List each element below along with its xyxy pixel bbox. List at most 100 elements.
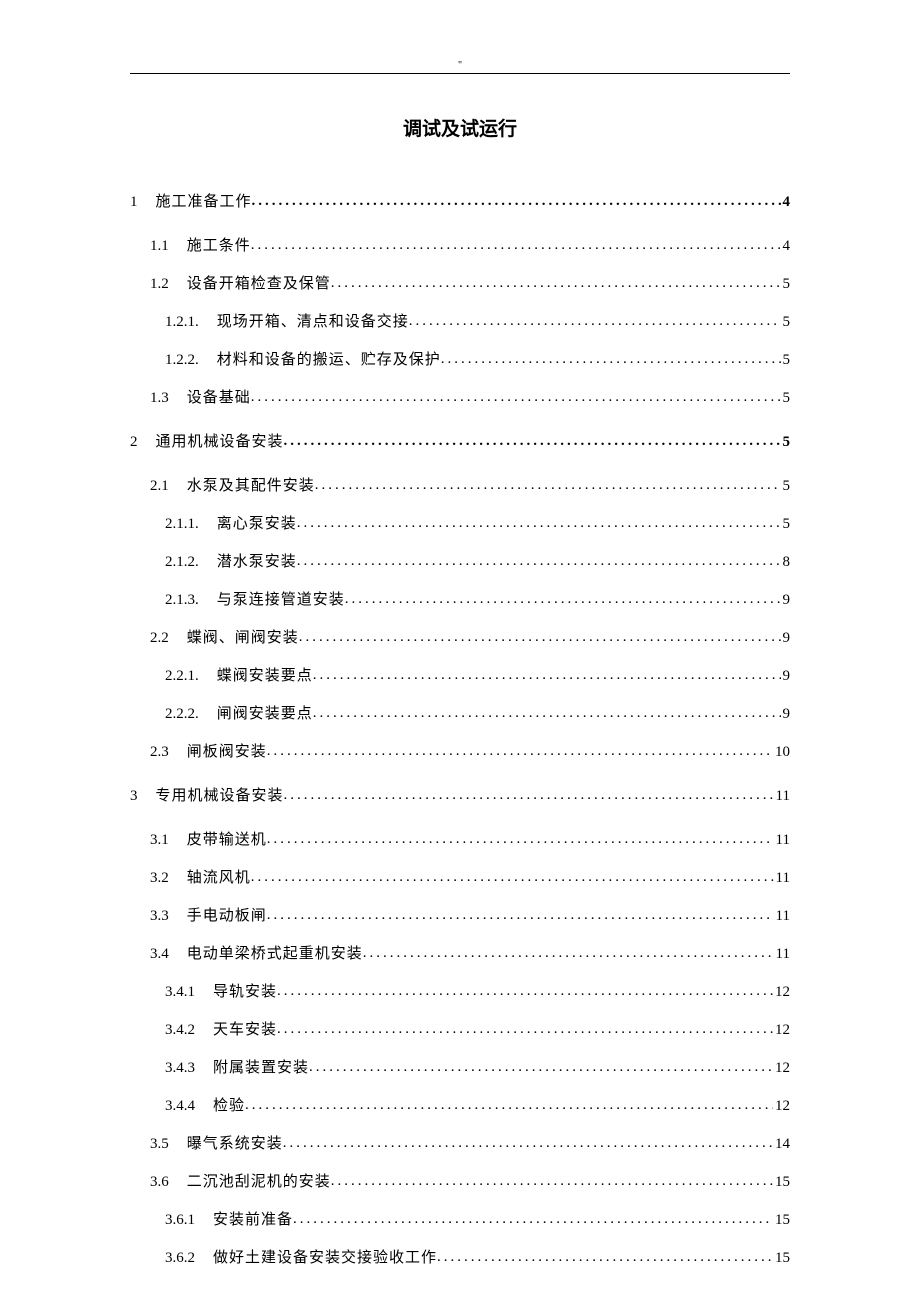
toc-entry: 3.4.1导轨安装12 <box>165 981 790 1003</box>
toc-leader-dots <box>331 1171 773 1186</box>
toc-leader-dots <box>363 943 774 958</box>
toc-text: 皮带输送机 <box>187 830 267 851</box>
toc-entry: 1.2.1.现场开箱、清点和设备交接5 <box>165 311 790 333</box>
toc-page-number: 11 <box>776 944 790 965</box>
toc-page-number: 5 <box>783 350 791 371</box>
toc-text: 二沉池刮泥机的安装 <box>187 1172 331 1193</box>
toc-page-number: 10 <box>775 742 790 763</box>
toc-number: 1.2.2. <box>165 350 199 371</box>
toc-leader-dots <box>267 829 774 844</box>
toc-page-number: 11 <box>776 868 790 889</box>
toc-entry: 1.3 设备基础 5 <box>150 387 790 409</box>
toc-entry: 3专用机械设备安装11 <box>130 785 790 807</box>
toc-leader-dots <box>345 589 781 604</box>
toc-page-number: 5 <box>783 388 791 409</box>
page-title: 调试及试运行 <box>130 114 790 141</box>
toc-leader-dots <box>297 513 781 528</box>
toc-entry: 3.1皮带输送机11 <box>150 829 790 851</box>
toc-number: 2.2.2. <box>165 704 199 725</box>
toc-number: 3.3 <box>150 906 169 927</box>
toc-number: 2.1.2. <box>165 552 199 573</box>
toc-entry: 3.6二沉池刮泥机的安装15 <box>150 1171 790 1193</box>
toc-text: 闸板阀安装 <box>187 742 267 763</box>
toc-text: 安装前准备 <box>213 1210 293 1231</box>
toc-leader-dots <box>409 311 781 326</box>
toc-text: 电动单梁桥式起重机安装 <box>187 944 363 965</box>
toc-text: 检验 <box>213 1096 245 1117</box>
toc-number: 3.5 <box>150 1134 169 1155</box>
toc-page-number: 5 <box>783 312 791 333</box>
toc-number: 3.4.2 <box>165 1020 195 1041</box>
toc-number: 2.2.1. <box>165 666 199 687</box>
toc-page-number: 15 <box>775 1248 790 1269</box>
toc-page-number: 11 <box>776 906 790 927</box>
toc-text: 设备开箱检查及保管 <box>187 274 331 295</box>
toc-page-number: 15 <box>775 1210 790 1231</box>
toc-text: 手电动板闸 <box>187 906 267 927</box>
toc-entry: 3.6.1 安装前准备 15 <box>165 1209 790 1231</box>
toc-number: 1.2.1. <box>165 312 199 333</box>
toc-entry: 2.2 蝶阀、闸阀安装 9 <box>150 627 790 649</box>
toc-entry: 3.4 电动单梁桥式起重机安装 11 <box>150 943 790 965</box>
header-mark: " <box>130 60 790 71</box>
toc-leader-dots <box>277 981 773 996</box>
toc-entry: 2.1水泵及其配件安装5 <box>150 475 790 497</box>
toc-number: 3 <box>130 786 138 807</box>
toc-page-number: 5 <box>783 274 791 295</box>
toc-leader-dots <box>267 905 774 920</box>
toc-number: 1.3 <box>150 388 169 409</box>
toc-page-number: 9 <box>783 590 791 611</box>
toc-leader-dots <box>251 387 781 402</box>
toc-text: 曝气系统安装 <box>187 1134 283 1155</box>
toc-leader-dots <box>252 191 781 206</box>
toc-text: 附属装置安装 <box>213 1058 309 1079</box>
toc-page-number: 11 <box>776 786 790 807</box>
toc-number: 3.4 <box>150 944 169 965</box>
toc-leader-dots <box>437 1247 773 1262</box>
toc-number: 3.4.1 <box>165 982 195 1003</box>
toc-leader-dots <box>245 1095 773 1110</box>
toc-text: 潜水泵安装 <box>217 552 297 573</box>
toc-entry: 2.2.1.蝶阀安装要点9 <box>165 665 790 687</box>
toc-leader-dots <box>284 431 781 446</box>
toc-number: 1 <box>130 192 138 213</box>
toc-number: 3.4.3 <box>165 1058 195 1079</box>
toc-entry: 1.2 设备开箱检查及保管 5 <box>150 273 790 295</box>
toc-entry: 3.5 曝气系统安装 14 <box>150 1133 790 1155</box>
toc-entry: 3.4.4 检验 12 <box>165 1095 790 1117</box>
toc-number: 3.4.4 <box>165 1096 195 1117</box>
toc-page-number: 4 <box>783 236 791 257</box>
toc-entry: 2.3闸板阀安装10 <box>150 741 790 763</box>
toc-number: 1.2 <box>150 274 169 295</box>
toc-number: 1.1 <box>150 236 169 257</box>
toc-entry: 3.2轴流风机11 <box>150 867 790 889</box>
toc-number: 3.6.1 <box>165 1210 195 1231</box>
toc-page-number: 14 <box>775 1134 790 1155</box>
toc-page-number: 12 <box>775 1096 790 1117</box>
toc-page-number: 12 <box>775 982 790 1003</box>
toc-entry: 3.4.2天车安装12 <box>165 1019 790 1041</box>
toc-number: 2.2 <box>150 628 169 649</box>
toc-leader-dots <box>251 235 781 250</box>
toc-entry: 3.4.3 附属装置安装 12 <box>165 1057 790 1079</box>
toc-leader-dots <box>313 665 781 680</box>
toc-leader-dots <box>251 867 774 882</box>
toc-page-number: 12 <box>775 1058 790 1079</box>
toc-text: 设备基础 <box>187 388 251 409</box>
toc-page-number: 9 <box>783 628 791 649</box>
toc-leader-dots <box>283 1133 773 1148</box>
toc-number: 2 <box>130 432 138 453</box>
toc-leader-dots <box>313 703 781 718</box>
toc-entry: 3.3 手电动板闸 11 <box>150 905 790 927</box>
toc-page-number: 12 <box>775 1020 790 1041</box>
toc-page-number: 9 <box>783 666 791 687</box>
toc-number: 2.1.1. <box>165 514 199 535</box>
toc-text: 做好土建设备安装交接验收工作 <box>213 1248 437 1269</box>
toc-page-number: 8 <box>783 552 791 573</box>
table-of-contents: 1施工准备工作41.1施工条件41.2设备开箱检查及保管51.2.1.现场开箱、… <box>130 191 790 1269</box>
toc-text: 蝶阀、闸阀安装 <box>187 628 299 649</box>
toc-text: 离心泵安装 <box>217 514 297 535</box>
toc-entry: 2.1.1.离心泵安装5 <box>165 513 790 535</box>
toc-text: 通用机械设备安装 <box>156 432 284 453</box>
toc-leader-dots <box>297 551 781 566</box>
